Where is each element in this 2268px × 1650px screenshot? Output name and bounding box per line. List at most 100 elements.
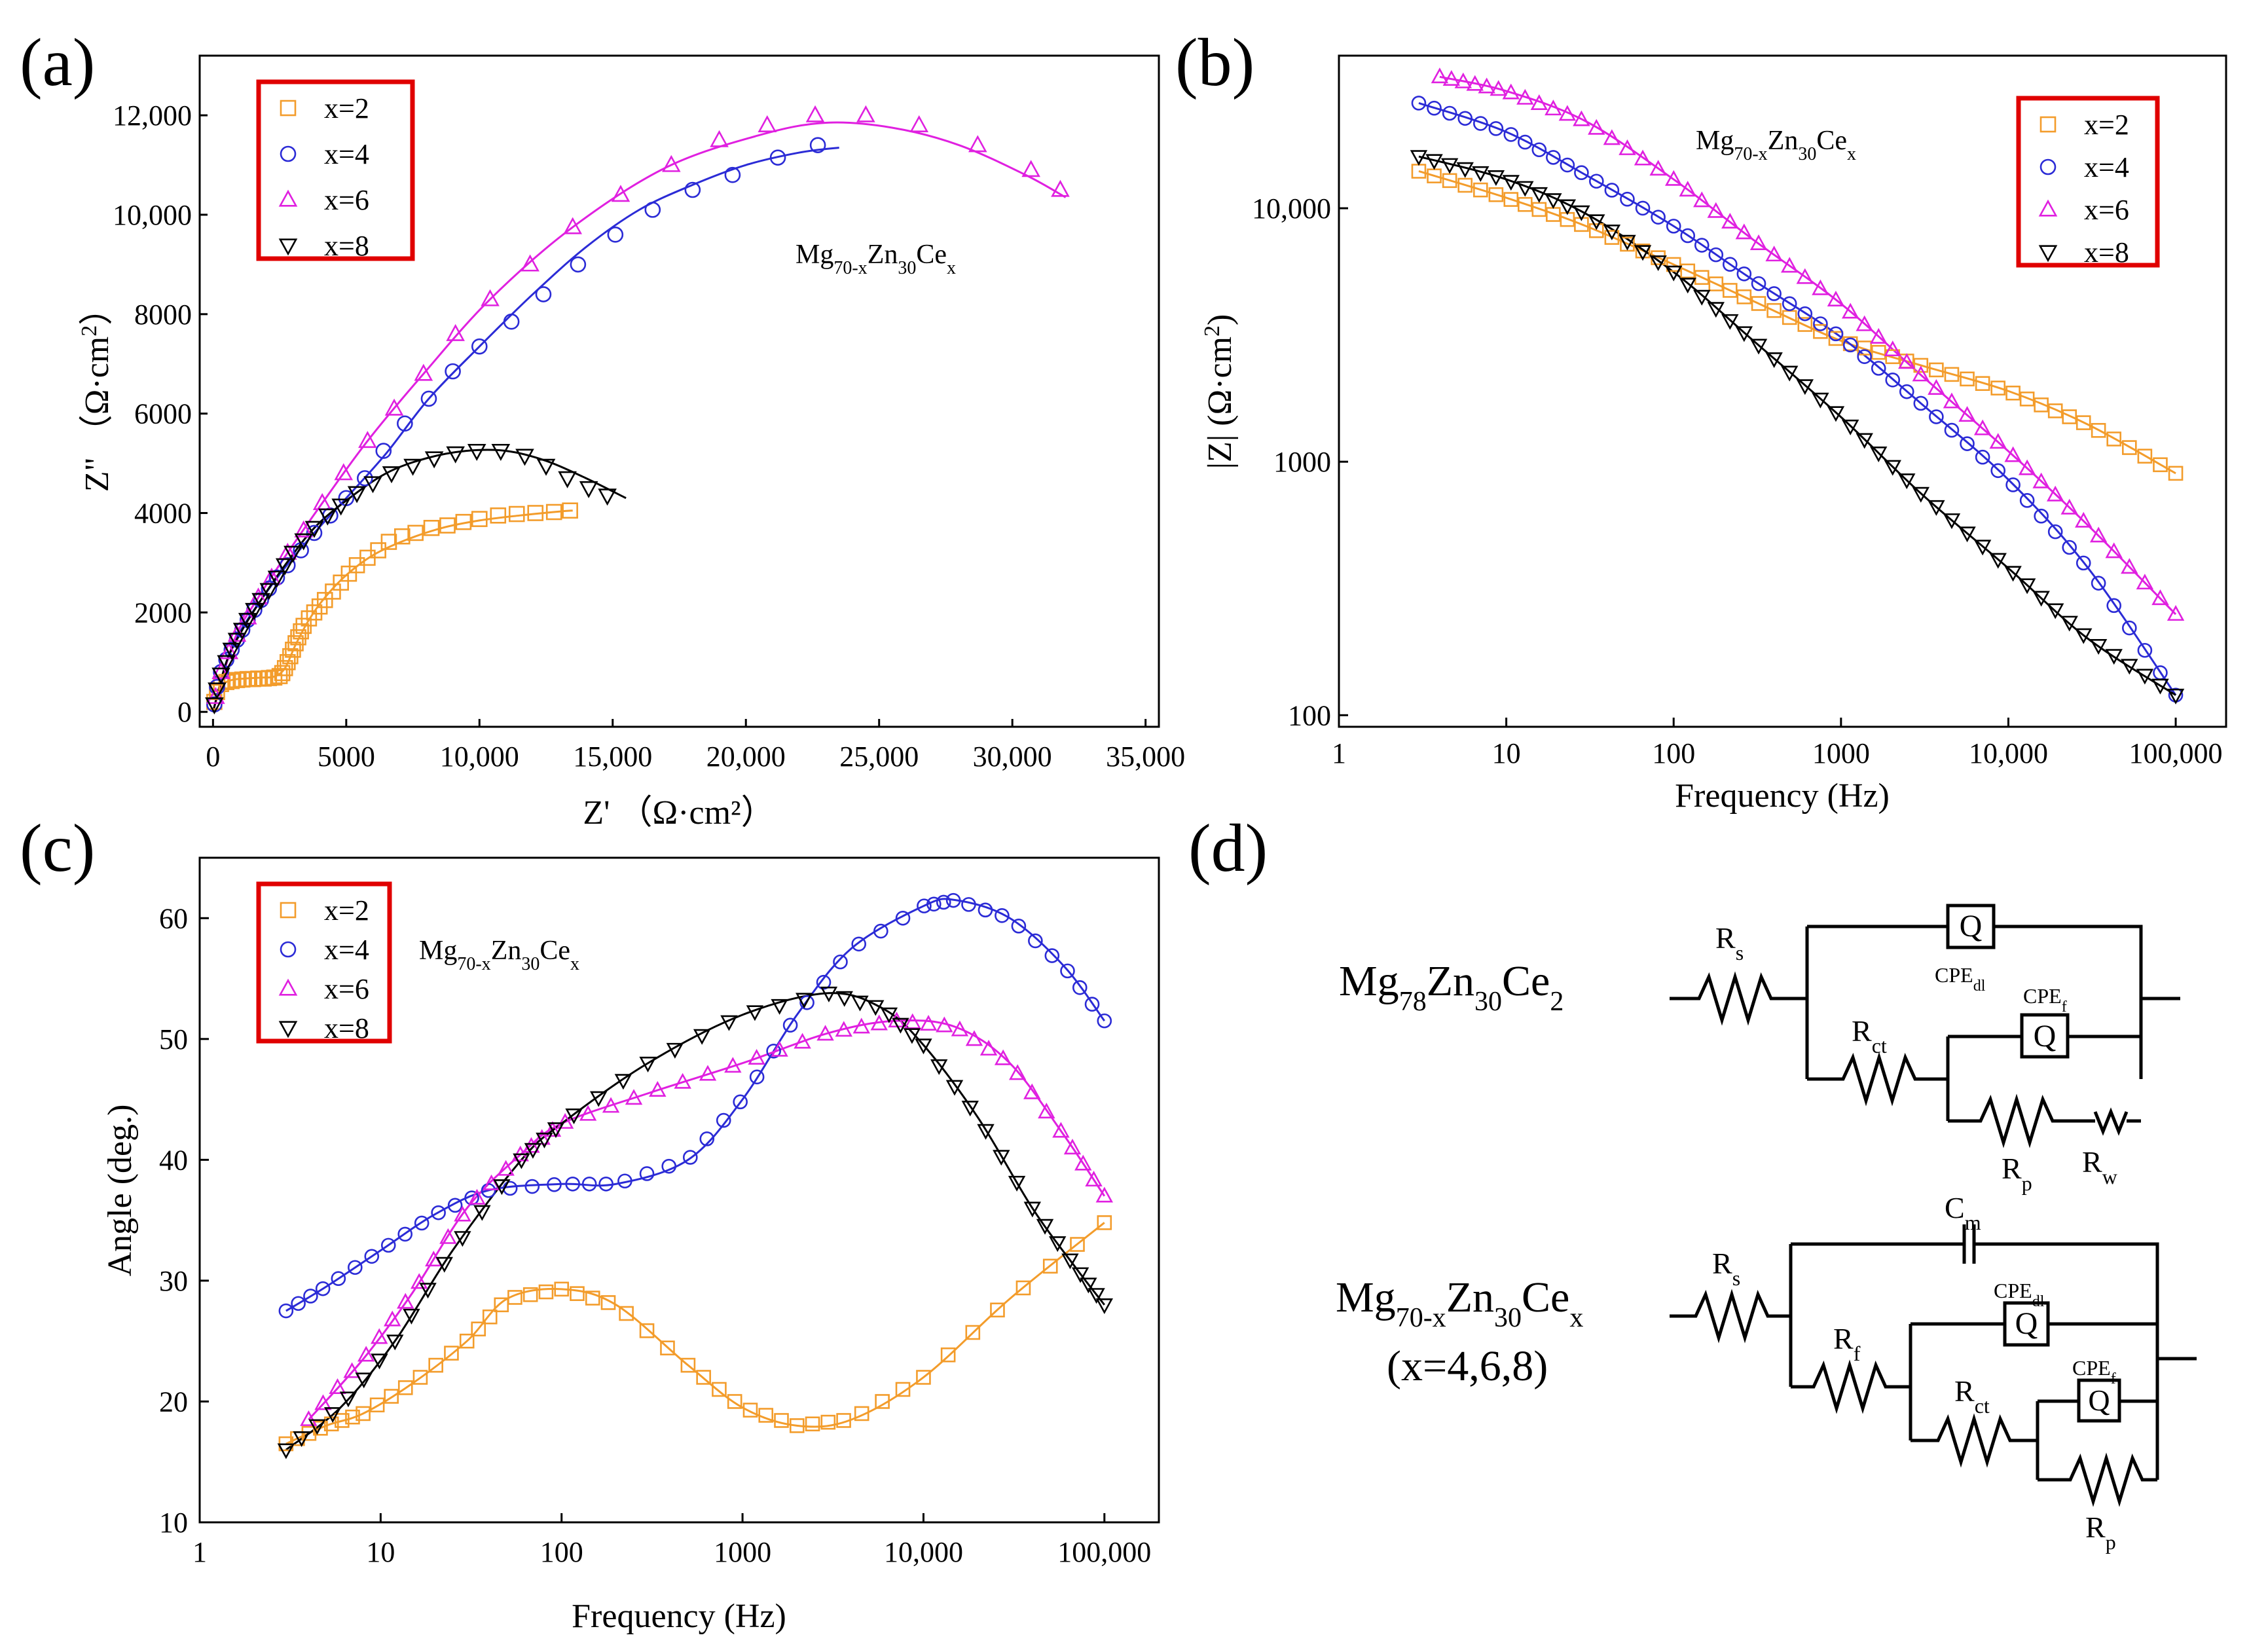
cpe: CPE bbox=[1935, 963, 1973, 987]
data-point-x=8 bbox=[1588, 214, 1605, 230]
data-point-x=8 bbox=[284, 545, 302, 563]
data-point-x=2 bbox=[301, 610, 318, 627]
legend-marker bbox=[278, 1021, 298, 1038]
data-point-x=8 bbox=[1530, 187, 1548, 203]
data-point-x=8 bbox=[1023, 1201, 1042, 1218]
c1-sub-zn: 30 bbox=[1474, 987, 1502, 1017]
data-point-x=8 bbox=[867, 1000, 885, 1016]
data-point-x=6 bbox=[1558, 105, 1577, 121]
data-point-x=8 bbox=[403, 458, 422, 476]
data-point-x=4 bbox=[2047, 524, 2063, 540]
data-point-x=8 bbox=[693, 1029, 711, 1045]
data-point-x=8 bbox=[1958, 526, 1976, 543]
data-point-x=4 bbox=[1871, 361, 1886, 376]
data-point-x=2 bbox=[459, 1333, 475, 1349]
data-point-x=8 bbox=[1558, 199, 1577, 215]
data-point-x=8 bbox=[977, 1124, 995, 1140]
data-point-x=8 bbox=[2060, 615, 2078, 632]
data-point-x=2 bbox=[1680, 263, 1696, 279]
data-point-x=8 bbox=[1721, 314, 1739, 330]
x-tick-label: 15,000 bbox=[573, 741, 652, 773]
data-point-x=2 bbox=[727, 1394, 742, 1409]
data-point-x=6 bbox=[1812, 279, 1829, 295]
data-point-x=2 bbox=[774, 1413, 789, 1428]
legend-label: x=2 bbox=[324, 92, 369, 124]
circuit-2-rf-label: Rf bbox=[1833, 1322, 1861, 1365]
r: R bbox=[2082, 1145, 2102, 1179]
data-point-x=2 bbox=[2121, 440, 2137, 455]
y-tick-label: 8000 bbox=[134, 299, 192, 331]
y-tick-label: 30 bbox=[159, 1265, 188, 1297]
y-tick-label: 40 bbox=[159, 1144, 188, 1176]
circuit-1-rw-label: Rw bbox=[2082, 1145, 2117, 1188]
data-point-x=8 bbox=[205, 697, 224, 715]
data-point-x=2 bbox=[538, 1284, 554, 1300]
legend-marker bbox=[2038, 245, 2058, 263]
data-point-x=2 bbox=[990, 1302, 1005, 1318]
data-point-x=8 bbox=[2046, 603, 2064, 619]
data-point-x=4 bbox=[1944, 422, 1960, 438]
formula-sub-zn: 30 bbox=[1798, 144, 1816, 164]
data-point-x=8 bbox=[746, 1005, 764, 1021]
data-point-x=6 bbox=[852, 1018, 870, 1034]
data-point-x=8 bbox=[536, 458, 556, 476]
data-point-x=8 bbox=[275, 558, 295, 576]
data-point-x=2 bbox=[1766, 302, 1782, 318]
data-point-x=8 bbox=[666, 1042, 684, 1059]
c2-ce: Ce bbox=[1522, 1274, 1569, 1321]
x-tick-label: 35,000 bbox=[1106, 741, 1185, 773]
data-point-x=4 bbox=[1560, 157, 1575, 173]
data-point-x=2 bbox=[562, 502, 578, 519]
data-point-x=6 bbox=[699, 1065, 717, 1081]
fit-curve-x=4 bbox=[285, 898, 1106, 1312]
data-point-x=4 bbox=[502, 1181, 518, 1196]
cpe: CPE bbox=[2072, 1356, 2111, 1380]
data-point-x=2 bbox=[2062, 409, 2077, 424]
data-point-x=4 bbox=[1828, 326, 1844, 342]
data-point-x=2 bbox=[696, 1370, 711, 1385]
circuit-1-formula: Mg78Zn30Ce2 bbox=[1339, 957, 1564, 1017]
data-point-x=4 bbox=[749, 1069, 765, 1085]
x-tick-label: 30,000 bbox=[973, 741, 1052, 773]
data-point-x=4 bbox=[766, 1043, 781, 1059]
data-point-x=6 bbox=[1765, 246, 1783, 262]
legend-label: x=6 bbox=[324, 973, 369, 1005]
data-point-x=4 bbox=[1546, 150, 1561, 165]
data-point-x=6 bbox=[2060, 498, 2078, 515]
data-point-x=6 bbox=[951, 1020, 969, 1036]
data-point-x=8 bbox=[323, 1407, 342, 1423]
data-point-x=8 bbox=[1870, 447, 1888, 463]
data-point-x=4 bbox=[1797, 306, 1813, 321]
c2-sub-zn: 30 bbox=[1494, 1303, 1522, 1333]
data-point-x=4 bbox=[1899, 384, 1914, 399]
sub: f bbox=[1854, 1342, 1861, 1365]
data-point-x=6 bbox=[904, 1013, 921, 1029]
legend-label: x=6 bbox=[324, 184, 369, 216]
data-point-x=2 bbox=[660, 1340, 675, 1356]
cpe: CPE bbox=[2023, 984, 2062, 1008]
legend-label: x=6 bbox=[2084, 194, 2129, 226]
panel-a-plot-frame bbox=[198, 54, 1160, 728]
panel-d: (d) Mg78Zn30Ce2 Q Q Rs CPEdl CPEf Rct Rp… bbox=[1188, 811, 2197, 1554]
data-point-x=4 bbox=[357, 470, 373, 486]
data-point-x=6 bbox=[1588, 119, 1605, 135]
data-point-x=4 bbox=[809, 137, 826, 153]
formula-mg: Mg bbox=[796, 240, 833, 270]
c1-sub-mg: 78 bbox=[1399, 987, 1427, 1017]
data-point-x=6 bbox=[384, 398, 404, 416]
data-point-x=4 bbox=[447, 1198, 463, 1213]
data-point-x=6 bbox=[1008, 1064, 1027, 1080]
data-point-x=6 bbox=[816, 1025, 834, 1041]
data-point-x=2 bbox=[1503, 192, 1519, 207]
data-point-x=8 bbox=[1827, 406, 1845, 422]
data-point-x=8 bbox=[598, 488, 617, 506]
data-point-x=6 bbox=[497, 1160, 515, 1176]
data-point-x=2 bbox=[940, 1347, 956, 1363]
panel-d-label: (d) bbox=[1188, 811, 1268, 886]
data-point-x=8 bbox=[308, 1419, 326, 1435]
data-point-x=2 bbox=[482, 1309, 498, 1325]
data-point-x=8 bbox=[1545, 193, 1562, 210]
data-point-x=6 bbox=[2105, 542, 2123, 559]
